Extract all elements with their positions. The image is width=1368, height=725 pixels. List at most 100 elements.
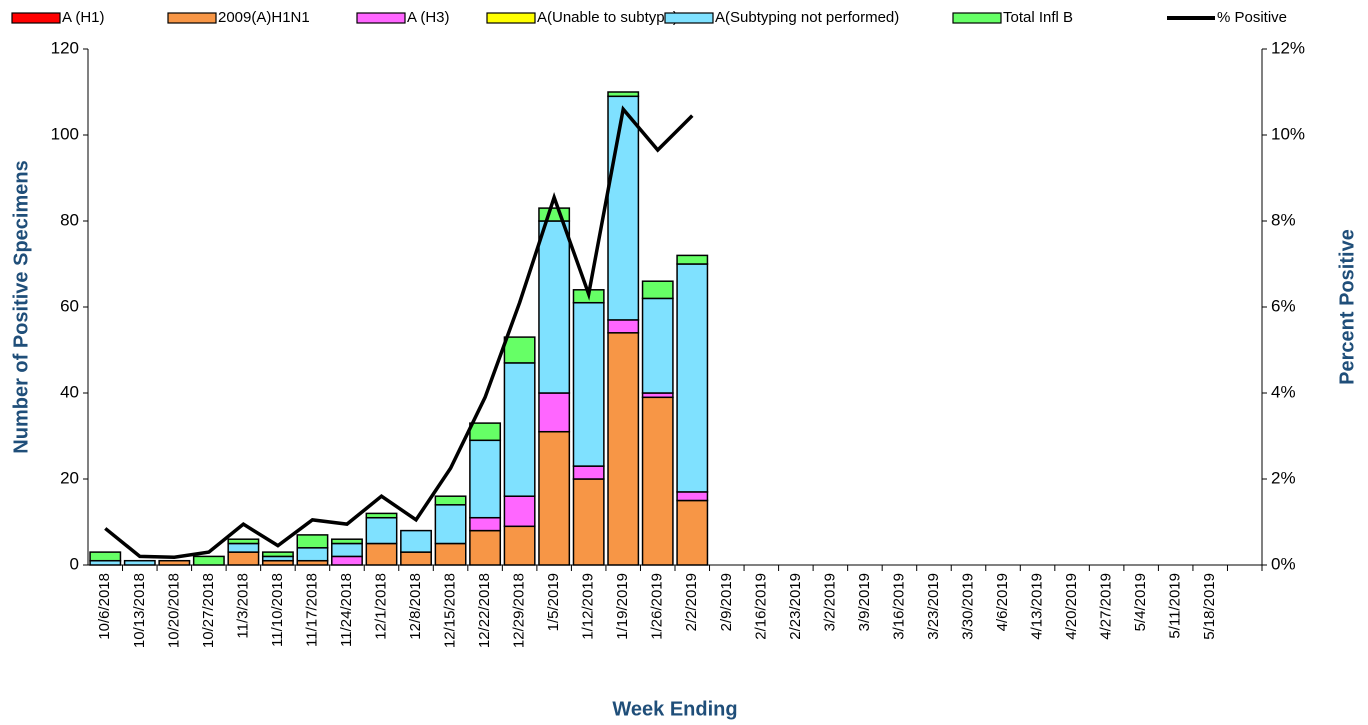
bar-segment: [503, 525, 536, 566]
legend-swatch: [486, 12, 536, 24]
legend-swatch: [952, 12, 1002, 24]
x-tick-label: 12/1/2018: [372, 573, 389, 640]
y2-tick-label: 2%: [1271, 468, 1296, 487]
x-tick-label: 4/27/2019: [1098, 573, 1115, 640]
bar-segment: [538, 430, 571, 566]
legend-swatch: [167, 12, 217, 24]
bar-segment: [469, 422, 502, 442]
bar-segment: [503, 495, 536, 528]
legend-swatch: [11, 12, 61, 24]
bar-segment: [331, 542, 363, 558]
y-tick-label: 40: [60, 382, 79, 401]
x-tick-label: 1/19/2019: [614, 573, 631, 640]
y2-axis-title: Percent Positive: [1336, 229, 1358, 385]
bar-segment: [607, 95, 640, 321]
x-tick-label: 1/26/2019: [649, 573, 666, 640]
x-tick-label: 10/13/2018: [131, 573, 148, 648]
legend-label: % Positive: [1217, 9, 1287, 26]
x-tick-label: 10/27/2018: [200, 573, 217, 648]
bar-segment: [676, 254, 709, 265]
bar-segment: [469, 529, 502, 566]
bar-segment: [227, 551, 260, 566]
bar-segment: [227, 542, 260, 553]
legend-label: 2009(A)H1N1: [218, 9, 310, 26]
x-tick-label: 3/16/2019: [890, 573, 907, 640]
x-tick-label: 11/24/2018: [338, 573, 355, 647]
x-tick-label: 10/20/2018: [165, 573, 182, 648]
bar-segment: [607, 332, 640, 566]
legend-label: A(Subtyping not performed): [715, 9, 899, 26]
x-tick-label: 4/6/2019: [994, 573, 1011, 631]
x-tick-label: 2/23/2019: [787, 573, 804, 640]
bar-segment: [538, 207, 571, 222]
bar-segment: [192, 555, 225, 566]
bar-segment: [469, 439, 502, 519]
x-tick-label: 3/9/2019: [856, 573, 873, 631]
bar-segment: [434, 504, 467, 545]
bar-segment: [123, 559, 156, 566]
x-tick-label: 12/22/2018: [476, 573, 493, 648]
y2-tick-label: 4%: [1271, 382, 1296, 401]
bar-segment: [503, 336, 536, 364]
legend-swatch: [664, 12, 714, 24]
percent-line: [104, 105, 694, 560]
legend-label: A(Unable to subtype): [537, 9, 678, 26]
legend-label: A (H1): [62, 9, 105, 26]
y-tick-label: 120: [51, 38, 79, 57]
y-axis-title: Number of Positive Specimens: [10, 160, 32, 453]
y2-tick-label: 12%: [1271, 38, 1305, 57]
bar-segment: [538, 392, 571, 433]
x-tick-label: 2/2/2019: [683, 573, 700, 631]
bar-segment: [365, 512, 398, 519]
x-tick-label: 3/2/2019: [821, 573, 838, 631]
y2-tick-label: 10%: [1271, 124, 1305, 143]
x-tick-label: 12/15/2018: [442, 573, 459, 648]
x-axis-title: Week Ending: [612, 698, 737, 720]
x-tick-label: 1/12/2019: [580, 573, 597, 640]
x-tick-label: 5/18/2019: [1201, 573, 1218, 640]
bar-segment: [572, 478, 605, 566]
bar-segment: [538, 220, 571, 394]
legend-label: A (H3): [407, 9, 450, 26]
bar-segment: [365, 542, 398, 566]
bar-segment: [261, 551, 294, 558]
x-tick-label: 11/10/2018: [269, 573, 286, 647]
x-tick-label: 3/23/2019: [925, 573, 942, 640]
legend-label: Total Infl B: [1003, 9, 1073, 26]
x-tick-label: 3/30/2019: [959, 573, 976, 640]
bar-segment: [227, 538, 260, 545]
bar-segment: [607, 91, 640, 98]
bar-segment: [331, 538, 363, 545]
y-tick-label: 80: [60, 210, 79, 229]
bar-segment: [676, 491, 709, 502]
bar-segment: [400, 551, 432, 566]
bar-segment: [365, 516, 398, 545]
bar-segment: [469, 516, 502, 532]
y-tick-label: 0: [70, 554, 79, 573]
bar-segment: [434, 495, 467, 506]
bar-segment: [296, 534, 329, 549]
bar-segment: [296, 547, 329, 562]
x-tick-label: 12/8/2018: [407, 573, 424, 640]
legend-swatch: [356, 12, 406, 24]
x-tick-label: 11/17/2018: [303, 573, 320, 647]
x-tick-label: 4/13/2019: [1029, 573, 1046, 640]
bar-segment: [676, 499, 709, 566]
bar-segment: [641, 297, 674, 394]
x-tick-label: 2/16/2019: [752, 573, 769, 640]
y-tick-label: 20: [60, 468, 79, 487]
bar-segment: [503, 362, 536, 497]
y-tick-label: 60: [60, 296, 79, 315]
x-tick-label: 1/5/2019: [545, 573, 562, 631]
y2-tick-label: 0%: [1271, 554, 1296, 573]
x-tick-label: 2/9/2019: [718, 573, 735, 631]
bar-segment: [572, 301, 605, 467]
bar-segment: [331, 555, 363, 566]
bar-segment: [89, 551, 122, 562]
x-tick-label: 5/4/2019: [1132, 573, 1149, 631]
bar-segment: [676, 263, 709, 493]
x-tick-label: 5/11/2019: [1167, 573, 1184, 639]
x-tick-label: 10/6/2018: [96, 573, 113, 640]
y-tick-label: 100: [51, 124, 79, 143]
